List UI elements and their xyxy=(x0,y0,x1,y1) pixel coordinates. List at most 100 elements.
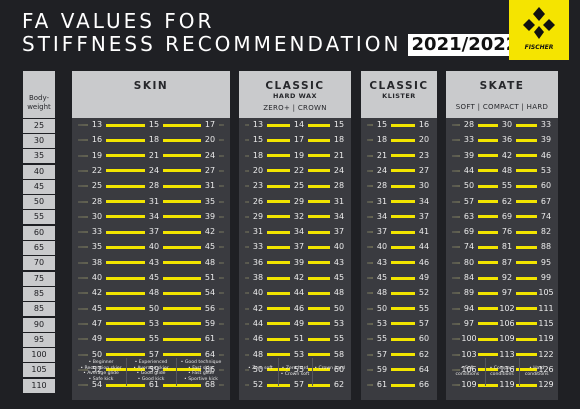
range-bar xyxy=(389,123,416,127)
fish-icon xyxy=(523,7,555,39)
fa-value: 57 xyxy=(415,316,433,331)
fa-value: 48 xyxy=(249,347,267,362)
range-bar xyxy=(265,276,291,280)
range-bar xyxy=(161,215,202,219)
fa-value: 55 xyxy=(290,362,308,377)
range-bar xyxy=(104,353,146,356)
fa-value: 55 xyxy=(145,332,163,347)
condition-note: • Good technique • Fast skier • Fast glide… xyxy=(176,360,226,382)
fa-value: 105 xyxy=(537,286,555,301)
range-bar xyxy=(161,200,202,203)
fa-value: 37 xyxy=(373,225,391,240)
fa-value: 119 xyxy=(498,378,516,393)
fa-value: 55 xyxy=(415,301,433,316)
fa-value: 38 xyxy=(249,271,267,285)
range-bar xyxy=(306,383,331,387)
range-bar xyxy=(161,230,202,234)
panel-options: ZERO+ | CROWN xyxy=(263,104,327,112)
fa-value: 41 xyxy=(415,225,433,240)
range-bar xyxy=(104,169,146,173)
fa-value: 28 xyxy=(373,179,391,194)
panel-options: SOFT | COMPACT | HARD xyxy=(455,103,549,111)
fa-value: 45 xyxy=(201,240,219,255)
fa-value: 47 xyxy=(88,316,106,331)
fa-value: 58 xyxy=(330,347,348,362)
fa-value: 22 xyxy=(88,163,106,178)
fa-value: 50 xyxy=(249,362,267,377)
range-bar xyxy=(514,383,538,387)
range-bar xyxy=(161,322,202,326)
fa-value: 43 xyxy=(145,255,163,270)
classic-hardwax-header: CLASSIC HARD WAX ZERO+ | CROWN xyxy=(239,71,351,118)
fa-value: 20 xyxy=(201,133,219,148)
fa-value: 43 xyxy=(330,255,348,270)
range-bar xyxy=(265,291,291,295)
condition-note-line: • Hard xyxy=(529,366,545,371)
bodyweight-label: Body- xyxy=(28,94,50,102)
fa-value: 33 xyxy=(537,118,555,132)
condition-note-line: conditions xyxy=(455,371,480,377)
fa-value: 95 xyxy=(537,255,555,270)
range-bar xyxy=(514,261,538,265)
condition-note-line: conditions xyxy=(490,371,514,377)
fa-value: 30 xyxy=(415,179,433,194)
fa-value: 19 xyxy=(290,148,308,163)
fa-value: 34 xyxy=(415,194,433,209)
range-bar xyxy=(389,337,416,341)
fa-value: 35 xyxy=(201,194,219,209)
condition-note-line: • Crown hard xyxy=(314,366,345,371)
fa-value: 37 xyxy=(330,225,348,240)
fa-value: 88 xyxy=(537,240,555,255)
fa-value: 31 xyxy=(249,225,267,240)
range-bar xyxy=(306,261,331,265)
fa-value: 52 xyxy=(249,378,267,393)
fa-value: 50 xyxy=(88,347,106,362)
bodyweight-value: 85 xyxy=(23,302,55,317)
range-bar xyxy=(514,200,538,203)
fa-value: 89 xyxy=(460,286,478,301)
range-bar xyxy=(265,337,291,341)
fa-value: 15 xyxy=(249,133,267,148)
fa-value: 60 xyxy=(537,179,555,194)
panel-title: CLASSIC xyxy=(265,80,325,92)
fa-value: 61 xyxy=(201,332,219,347)
fa-value: 52 xyxy=(415,286,433,301)
bodyweight-value: 110 xyxy=(23,378,55,393)
condition-note: • Beginner • Recreation skier • Average gl… xyxy=(76,360,126,382)
range-bar xyxy=(514,215,538,219)
fa-value: 16 xyxy=(88,133,106,148)
fa-value: 68 xyxy=(201,378,219,393)
fa-value: 24 xyxy=(201,148,219,163)
fa-value: 59 xyxy=(373,362,391,377)
fa-value: 44 xyxy=(249,316,267,331)
condition-note-line: • Safe kick xyxy=(88,376,114,382)
fa-value: 37 xyxy=(290,240,308,255)
range-bar xyxy=(306,123,331,127)
range-bar xyxy=(104,245,146,249)
range-bar xyxy=(514,154,538,158)
range-bar xyxy=(476,261,499,265)
bodyweight-value: 90 xyxy=(23,317,55,332)
range-bar xyxy=(476,307,499,311)
fa-value: 45 xyxy=(373,271,391,285)
fa-value: 13 xyxy=(88,118,106,132)
fa-value: 31 xyxy=(201,179,219,194)
fa-value: 56 xyxy=(201,301,219,316)
fa-value: 31 xyxy=(373,194,391,209)
fa-value: 39 xyxy=(460,148,478,163)
fa-value: 24 xyxy=(330,163,348,178)
bodyweight-value: 55 xyxy=(23,210,55,225)
range-bar xyxy=(161,245,202,249)
range-bar xyxy=(514,138,538,142)
fa-value: 37 xyxy=(415,209,433,224)
range-bar xyxy=(389,353,416,356)
fa-value: 55 xyxy=(373,332,391,347)
fa-value: 38 xyxy=(88,255,106,270)
fa-value: 34 xyxy=(145,209,163,224)
fa-value: 27 xyxy=(415,163,433,178)
panel-subtitle: HARD WAX xyxy=(272,92,318,100)
range-bar xyxy=(389,276,416,280)
range-bar xyxy=(161,169,202,173)
bodyweight-value: 30 xyxy=(23,133,55,148)
range-bar xyxy=(104,337,146,341)
